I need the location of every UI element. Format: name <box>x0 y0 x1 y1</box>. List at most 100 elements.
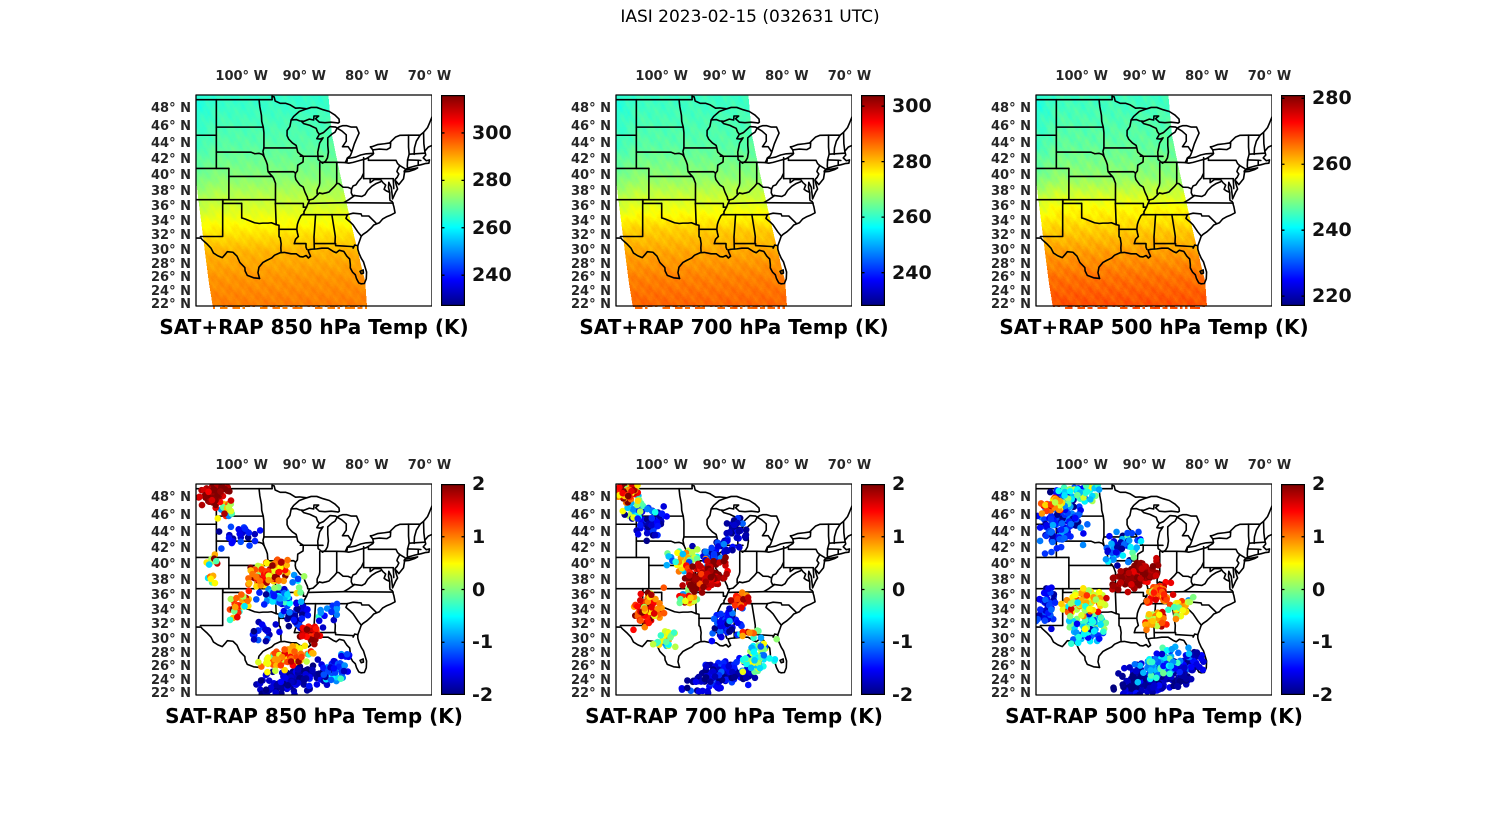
lat-tick-label: 26° N <box>151 659 191 675</box>
lon-tick-label: 80° W <box>765 458 809 473</box>
lat-tick-label: 40° N <box>151 168 191 184</box>
panel-title-sat-plus-rap-700: SAT+RAP 700 hPa Temp (K) <box>579 315 889 339</box>
colorbar-tick-label: -2 <box>472 684 494 706</box>
lon-tick-label: 80° W <box>345 458 389 473</box>
lon-tick-label: 80° W <box>345 69 389 84</box>
lon-tick-label: 70° W <box>827 458 872 473</box>
lon-tick-label: 80° W <box>765 69 809 84</box>
lat-tick-label: 46° N <box>571 118 611 134</box>
lon-tick-label: 90° W <box>282 458 327 473</box>
lat-tick-label: 34° N <box>151 214 191 230</box>
lat-tick-label: 46° N <box>991 118 1031 134</box>
lon-tick-label: 100° W <box>215 69 268 84</box>
lat-tick-label: 44° N <box>571 524 611 540</box>
colorbar-tick-label: 1 <box>892 525 906 548</box>
lat-tick-label: 48° N <box>571 489 611 505</box>
lat-tick-label: 42° N <box>151 541 191 557</box>
lat-tick-label: 30° N <box>991 242 1031 258</box>
lon-tick-label: 70° W <box>1247 458 1292 473</box>
lon-tick-label: 100° W <box>1055 458 1108 473</box>
lat-tick-label: 32° N <box>571 228 611 244</box>
lat-tick-label: 38° N <box>571 184 611 200</box>
colorbar-tick-label: 240 <box>1312 219 1352 242</box>
lat-tick-label: 22° N <box>151 685 191 701</box>
lat-tick-label: 42° N <box>991 541 1031 557</box>
lat-tick-label: 32° N <box>991 228 1031 244</box>
lat-tick-label: 48° N <box>991 489 1031 505</box>
lat-tick-label: 30° N <box>571 631 611 647</box>
lat-tick-label: 44° N <box>151 524 191 540</box>
lat-tick-label: 28° N <box>991 645 1031 661</box>
lat-tick-label: 46° N <box>991 507 1031 523</box>
lat-tick-label: 24° N <box>151 672 191 688</box>
lat-tick-label: 34° N <box>571 214 611 230</box>
colorbar-sat-plus-rap-700 <box>861 95 885 306</box>
lat-tick-label: 24° N <box>571 672 611 688</box>
panel-title-sat-minus-rap-700: SAT-RAP 700 hPa Temp (K) <box>585 704 883 728</box>
lon-tick-label: 90° W <box>702 69 747 84</box>
lat-tick-label: 28° N <box>151 645 191 661</box>
lon-tick-label: 70° W <box>407 458 452 473</box>
map-canvas-sat-plus-rap-700 <box>610 92 852 312</box>
lat-tick-label: 28° N <box>571 645 611 661</box>
lat-tick-label: 40° N <box>151 557 191 573</box>
lat-tick-label: 42° N <box>571 152 611 168</box>
lat-tick-label: 42° N <box>151 152 191 168</box>
lat-tick-label: 48° N <box>151 100 191 116</box>
lat-tick-label: 46° N <box>571 507 611 523</box>
lat-tick-label: 28° N <box>991 256 1031 272</box>
lon-tick-label: 90° W <box>282 69 327 84</box>
lat-tick-label: 34° N <box>571 603 611 619</box>
lat-tick-label: 22° N <box>571 296 611 312</box>
lat-tick-label: 28° N <box>571 256 611 272</box>
lat-tick-label: 30° N <box>991 631 1031 647</box>
colorbar-sat-plus-rap-850 <box>441 95 465 306</box>
lon-tick-label: 70° W <box>1247 69 1292 84</box>
lon-tick-label: 80° W <box>1185 458 1229 473</box>
colorbar-tick-label: 280 <box>1312 87 1352 110</box>
lon-tick-label: 80° W <box>1185 69 1229 84</box>
colorbar-tick-label: 240 <box>892 261 932 284</box>
lat-tick-label: 24° N <box>571 283 611 299</box>
lon-tick-label: 90° W <box>1122 458 1167 473</box>
lon-tick-label: 100° W <box>1055 69 1108 84</box>
lat-tick-label: 32° N <box>571 617 611 633</box>
lat-tick-label: 36° N <box>991 199 1031 215</box>
colorbar-tick-label: -2 <box>1312 684 1334 706</box>
lat-tick-label: 44° N <box>571 135 611 151</box>
lat-tick-label: 24° N <box>151 283 191 299</box>
colorbar-tick-label: 260 <box>892 206 932 229</box>
colorbar-tick-label: 300 <box>892 95 932 118</box>
lat-tick-label: 42° N <box>991 152 1031 168</box>
colorbar-sat-plus-rap-500 <box>1281 95 1305 306</box>
colorbar-tick-label: 300 <box>472 121 512 144</box>
lon-tick-label: 70° W <box>407 69 452 84</box>
colorbar-tick-label: -1 <box>472 631 494 654</box>
lon-tick-label: 90° W <box>702 458 747 473</box>
colorbar-tick-label: 1 <box>1312 525 1326 548</box>
lat-tick-label: 36° N <box>571 199 611 215</box>
colorbar-tick-label: 0 <box>472 578 486 601</box>
lat-tick-label: 32° N <box>991 617 1031 633</box>
lat-tick-label: 38° N <box>991 573 1031 589</box>
colorbar-tick-label: 220 <box>1312 285 1352 308</box>
lat-tick-label: 34° N <box>991 214 1031 230</box>
lat-tick-label: 22° N <box>991 685 1031 701</box>
lat-tick-label: 26° N <box>991 270 1031 286</box>
lat-tick-label: 30° N <box>571 242 611 258</box>
lat-tick-label: 40° N <box>991 168 1031 184</box>
colorbar-tick-label: 1 <box>472 525 486 548</box>
lat-tick-label: 44° N <box>991 524 1031 540</box>
colorbar-tick-label: 260 <box>1312 153 1352 176</box>
lat-tick-label: 26° N <box>571 659 611 675</box>
lat-tick-label: 22° N <box>151 296 191 312</box>
lat-tick-label: 34° N <box>151 603 191 619</box>
figure-title: IASI 2023-02-15 (032631 UTC) <box>620 7 880 27</box>
lon-tick-label: 70° W <box>827 69 872 84</box>
lat-tick-label: 38° N <box>991 184 1031 200</box>
lat-tick-label: 36° N <box>991 588 1031 604</box>
lat-tick-label: 48° N <box>151 489 191 505</box>
lon-tick-label: 100° W <box>635 458 688 473</box>
colorbar-sat-minus-rap-850 <box>441 484 465 695</box>
